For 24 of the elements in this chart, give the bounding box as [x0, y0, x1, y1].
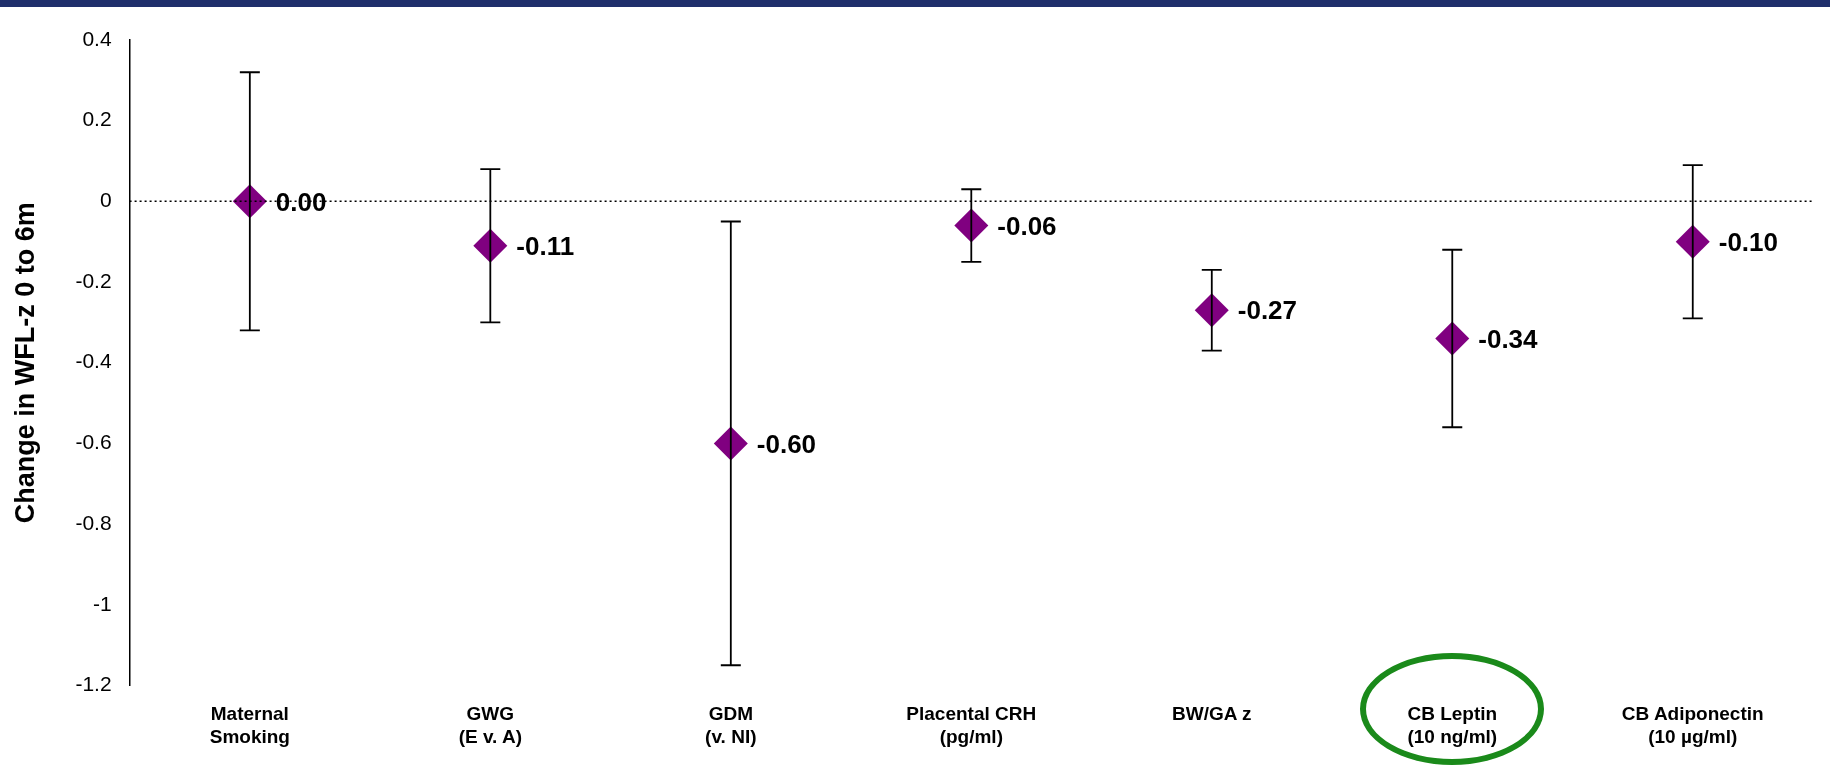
y-tick-label: -0.4	[75, 349, 112, 373]
data-label: -0.34	[1478, 323, 1539, 354]
y-tick-label: 0.2	[82, 107, 112, 131]
x-tick-label: Placental CRH (pg/ml)	[906, 703, 1037, 747]
x-tick-label: BW/GA z	[1172, 703, 1252, 725]
data-label: -0.10	[1718, 226, 1779, 257]
y-tick-label: 0.4	[82, 26, 112, 50]
data-label: -0.11	[516, 230, 575, 261]
y-tick-label: -1.2	[75, 672, 112, 696]
y-tick-label: -0.8	[75, 510, 112, 534]
y-tick-label: -1	[92, 591, 112, 615]
data-label: -0.60	[756, 428, 817, 459]
x-tick-label: CB Leptin (10 ng/ml)	[1407, 703, 1498, 747]
x-tick-label: Maternal Smoking	[209, 703, 290, 747]
x-tick-label: GWG (E v. A)	[458, 703, 522, 747]
y-tick-label: -0.2	[75, 268, 112, 292]
x-tick-label: CB Adiponectin (10 µg/ml)	[1621, 703, 1764, 747]
y-axis-title: Change in WFL-z 0 to 6m	[9, 202, 40, 524]
y-tick-label: 0	[99, 188, 112, 212]
data-label: -0.06	[997, 210, 1057, 241]
data-label: -0.27	[1237, 295, 1298, 326]
x-tick-label: GDM (v. NI)	[705, 703, 757, 747]
y-tick-label: -0.6	[75, 430, 112, 454]
data-label: 0.00	[275, 186, 327, 217]
